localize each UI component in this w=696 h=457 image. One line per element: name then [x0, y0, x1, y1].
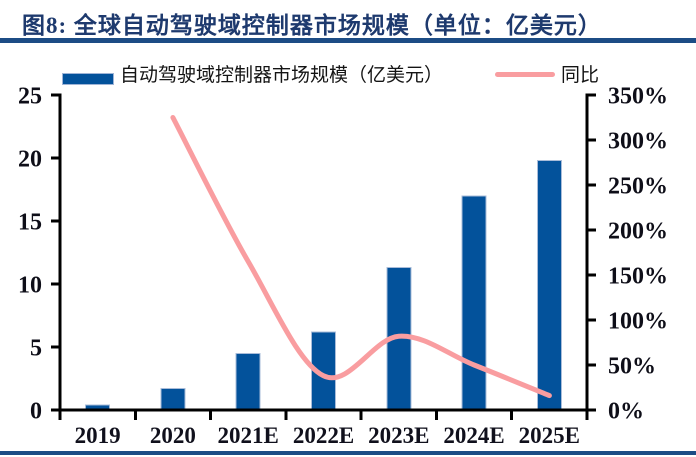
- right-axis-tick-label: 350%: [608, 84, 668, 110]
- x-axis-category-label: 2025E: [519, 423, 580, 448]
- title-underline-rule: [0, 38, 696, 43]
- x-axis-category-label: 2020: [150, 423, 196, 448]
- bar-2021E: [235, 352, 261, 411]
- left-axis-tick-label: 15: [18, 210, 42, 236]
- right-axis-tick-label: 100%: [608, 309, 668, 335]
- right-axis-tick-label: 0%: [608, 399, 644, 425]
- bar-2020: [160, 388, 186, 411]
- yoy-line: [170, 115, 552, 399]
- right-axis-tick-label: 200%: [608, 219, 668, 245]
- x-axis-category-label: 2024E: [443, 423, 504, 448]
- x-axis-category-label: 2022E: [293, 423, 354, 448]
- left-axis-tick-label: 25: [18, 84, 42, 110]
- right-axis-tick-label: 150%: [608, 264, 668, 290]
- x-axis-category-label: 2021E: [218, 423, 279, 448]
- legend-line-swatch: [495, 72, 555, 77]
- left-axis-tick-label: 0: [30, 399, 42, 425]
- figure-bottom-rule: [0, 451, 696, 455]
- legend-bar-label: 自动驾驶域控制器市场规模（亿美元）: [120, 65, 444, 86]
- bar-2024E: [461, 195, 487, 411]
- left-axis-tick-label: 20: [18, 147, 42, 173]
- right-axis-tick-label: 250%: [608, 174, 668, 200]
- x-axis-category-label: 2019: [75, 423, 121, 448]
- bar-2025E: [536, 160, 562, 411]
- legend-line-label: 同比: [561, 65, 600, 86]
- legend-bar-swatch: [62, 73, 114, 85]
- x-axis-category-label: 2023E: [368, 423, 429, 448]
- left-axis-tick-label: 10: [18, 273, 42, 299]
- figure-title: 图8: 全球自动驾驶域控制器市场规模（单位：亿美元）: [22, 13, 602, 38]
- right-axis-tick-label: 300%: [608, 129, 668, 155]
- right-axis-tick-label: 50%: [608, 354, 656, 380]
- left-axis-tick-label: 5: [30, 336, 42, 362]
